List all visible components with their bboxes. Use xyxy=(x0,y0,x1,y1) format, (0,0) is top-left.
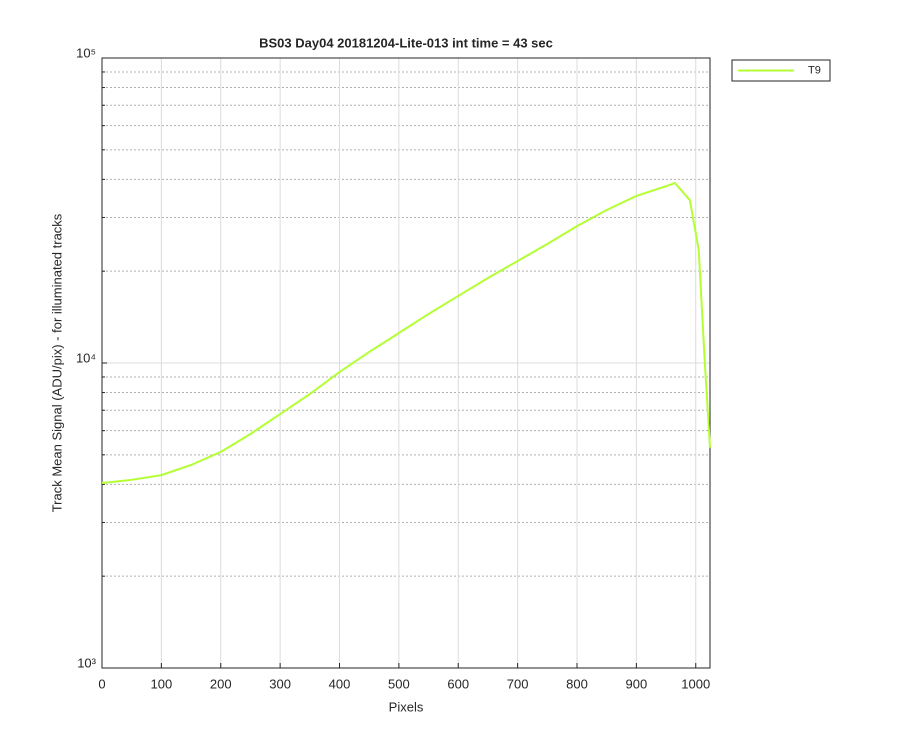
y-tick-label: 10³ xyxy=(77,655,96,670)
x-tick-label: 700 xyxy=(507,676,529,691)
x-tick-label: 500 xyxy=(388,676,410,691)
y-tick-label: 10⁴ xyxy=(76,350,96,365)
legend-label: T9 xyxy=(808,64,821,76)
x-tick-label: 800 xyxy=(566,676,588,691)
x-tick-label: 1000 xyxy=(681,676,710,691)
plot-frame xyxy=(101,57,711,669)
y-axis-label: Track Mean Signal (ADU/pix) - for illumi… xyxy=(49,213,64,512)
x-axis-label: Pixels xyxy=(389,699,424,714)
x-tick-label: 200 xyxy=(210,676,232,691)
line-series xyxy=(101,181,711,485)
y-tick-label: 10⁵ xyxy=(76,45,96,60)
x-tick-label: 300 xyxy=(269,676,291,691)
chart-title: BS03 Day04 20181204-Lite-013 int time = … xyxy=(259,35,553,50)
x-tick-label: 600 xyxy=(447,676,469,691)
x-tick-label: 400 xyxy=(329,676,351,691)
x-tick-label: 100 xyxy=(151,676,173,691)
x-tick-label: 0 xyxy=(98,676,105,691)
x-tick-label: 900 xyxy=(626,676,648,691)
